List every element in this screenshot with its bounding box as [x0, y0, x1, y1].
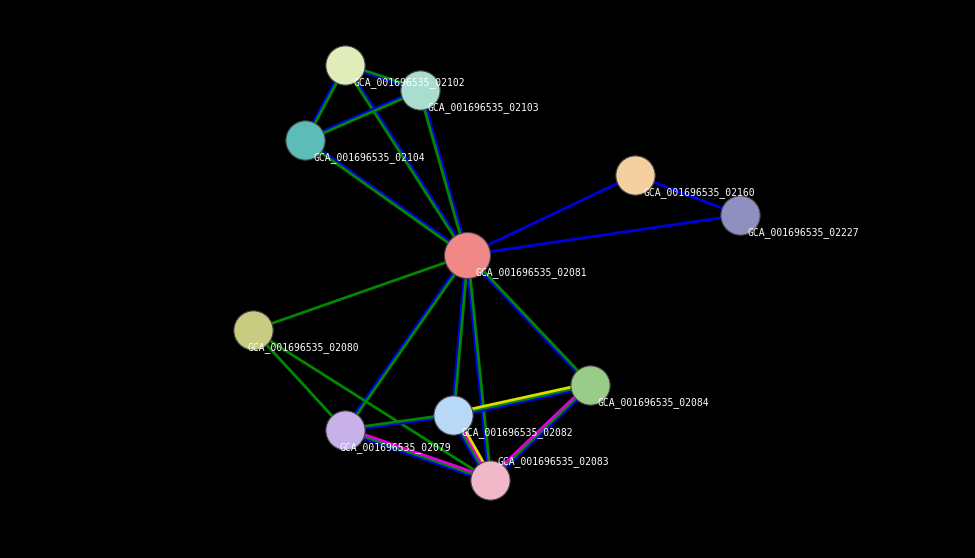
Text: GCA_001696535_02081: GCA_001696535_02081	[475, 267, 587, 278]
Point	[627, 171, 643, 180]
Text: GCA_001696535_02079: GCA_001696535_02079	[340, 442, 451, 454]
Point	[337, 426, 353, 435]
Text: GCA_001696535_02102: GCA_001696535_02102	[353, 78, 465, 89]
Text: GCA_001696535_02082: GCA_001696535_02082	[461, 427, 572, 439]
Point	[446, 411, 461, 420]
Text: GCA_001696535_02084: GCA_001696535_02084	[598, 397, 710, 408]
Text: GCA_001696535_02227: GCA_001696535_02227	[748, 228, 860, 238]
Point	[245, 325, 260, 334]
Text: GCA_001696535_02104: GCA_001696535_02104	[313, 152, 425, 163]
Text: GCA_001696535_02083: GCA_001696535_02083	[498, 456, 609, 468]
Point	[412, 85, 428, 94]
Text: GCA_001696535_02103: GCA_001696535_02103	[428, 103, 539, 113]
Text: GCA_001696535_02160: GCA_001696535_02160	[643, 187, 755, 199]
Point	[459, 251, 475, 259]
Point	[297, 136, 313, 145]
Text: GCA_001696535_02080: GCA_001696535_02080	[248, 343, 360, 353]
Point	[483, 475, 498, 484]
Point	[337, 60, 353, 69]
Point	[582, 381, 598, 389]
Point	[732, 210, 748, 219]
